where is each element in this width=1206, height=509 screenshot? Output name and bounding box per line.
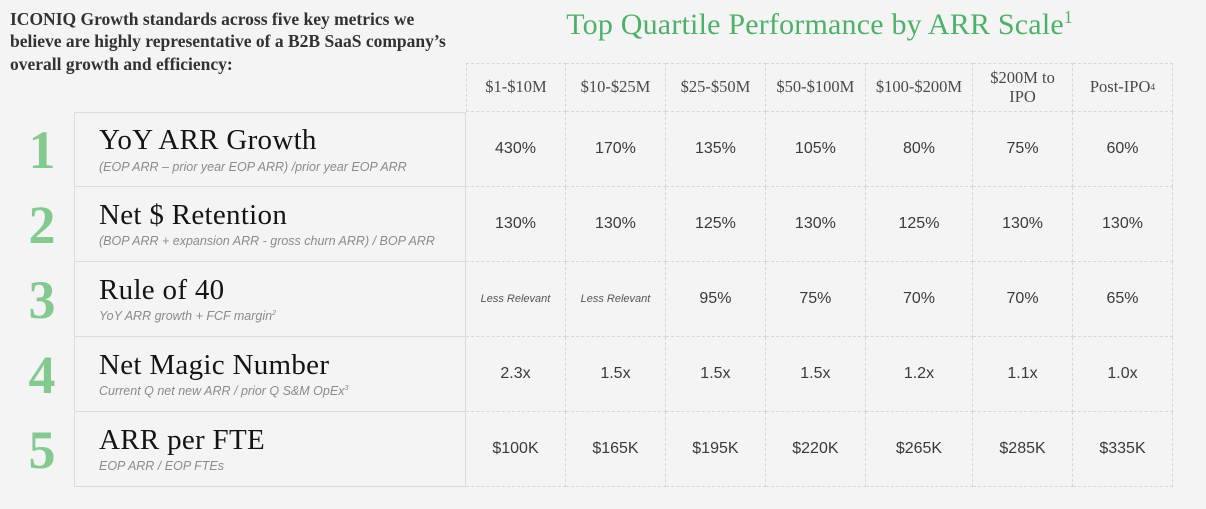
metric-title: YoY ARR Growth (99, 124, 317, 157)
metric-formula: Current Q net new ARR / prior Q S&M OpEx… (99, 384, 453, 398)
table-cell: Less Relevant (466, 262, 566, 337)
table-cell: $265K (865, 412, 974, 487)
column-header-label: $100-$200M (875, 77, 963, 97)
column-header-label: $200M to IPO (990, 67, 1055, 106)
page-title-text: Top Quartile Performance by ARR Scale (566, 8, 1064, 41)
table-corner-spacer (10, 63, 466, 112)
metric-title: ARR per FTE (99, 423, 266, 456)
metric-label-rule-of-40: Rule of 40 YoY ARR growth + FCF margin2 (74, 262, 466, 337)
table-cell: 1.5x (565, 337, 666, 412)
table-cell: 1.1x (973, 337, 1074, 412)
metric-number-4: 4 (28, 344, 56, 405)
table-cell: 1.5x (665, 337, 766, 412)
table-cell: $285K (973, 412, 1074, 487)
column-header-1-10m: $1-$10M (466, 63, 566, 112)
table-cell: 80% (865, 112, 974, 187)
table-cell: $220K (765, 412, 866, 487)
metric-formula: YoY ARR growth + FCF margin2 (99, 309, 453, 323)
table-cell: 2.3x (466, 337, 566, 412)
table-cell: 130% (973, 187, 1074, 262)
table-cell: 70% (973, 262, 1074, 337)
table-cell: 60% (1073, 112, 1173, 187)
metric-title: Rule of 40 (99, 273, 225, 306)
metric-formula-text: YoY ARR growth + FCF margin (99, 309, 273, 324)
table-cell: $165K (565, 412, 666, 487)
table-cell: $195K (665, 412, 766, 487)
table-cell: 125% (665, 187, 766, 262)
column-header-100-200m: $100-$200M (865, 63, 974, 112)
metric-label-net-magic-number: Net Magic Number Current Q net new ARR /… (74, 337, 466, 412)
table-cell: 95% (665, 262, 766, 337)
table-cell: 130% (466, 187, 566, 262)
metric-label-yoy-arr-growth: YoY ARR Growth (EOP ARR – prior year EOP… (74, 112, 466, 187)
metrics-table: $1-$10M $10-$25M $25-$50M $50-$100M $100… (10, 63, 1173, 487)
metric-number-1: 1 (28, 119, 56, 180)
table-cell: 1.2x (865, 337, 974, 412)
metric-number-2: 2 (28, 194, 56, 255)
column-header-25-50m: $25-$50M (665, 63, 766, 112)
column-header-label: $1-$10M (485, 77, 547, 97)
column-header-label: $50-$100M (776, 77, 855, 97)
table-cell: 1.0x (1073, 337, 1173, 412)
table-cell: 135% (665, 112, 766, 187)
metric-formula-text: (BOP ARR + expansion ARR - gross churn A… (99, 234, 435, 249)
column-header-label: Post-IPO (1089, 77, 1151, 97)
page-title: Top Quartile Performance by ARR Scale1 (466, 8, 1173, 42)
table-cell: $335K (1073, 412, 1173, 487)
table-cell: 130% (765, 187, 866, 262)
table-cell: 170% (565, 112, 666, 187)
metric-label-arr-per-fte: ARR per FTE EOP ARR / EOP FTEs (74, 412, 466, 487)
table-cell: 105% (765, 112, 866, 187)
table-cell: 130% (565, 187, 666, 262)
table-cell: Less Relevant (565, 262, 666, 337)
table-cell: 130% (1073, 187, 1173, 262)
table-cell: 65% (1073, 262, 1173, 337)
table-cell: 75% (973, 112, 1074, 187)
table-cell: 1.5x (765, 337, 866, 412)
metric-formula-text: (EOP ARR – prior year EOP ARR) /prior ye… (99, 159, 407, 174)
column-header-post-ipo: Post-IPO 4 (1073, 63, 1173, 112)
metric-number-3: 3 (28, 269, 56, 330)
column-header-label: $10-$25M (580, 77, 651, 97)
column-header-50-100m: $50-$100M (765, 63, 866, 112)
table-cell: $100K (466, 412, 566, 487)
metric-formula: EOP ARR / EOP FTEs (99, 459, 453, 473)
metric-title: Net $ Retention (99, 198, 288, 231)
intro-text: ICONIQ Growth standards across five key … (10, 9, 446, 74)
metric-title: Net Magic Number (99, 348, 330, 381)
table-cell: 125% (865, 187, 974, 262)
column-header-10-25m: $10-$25M (565, 63, 666, 112)
metric-formula-text: Current Q net new ARR / prior Q S&M OpEx (99, 384, 345, 399)
column-header-200m-to-ipo: $200M to IPO (973, 63, 1074, 112)
table-cell: 75% (765, 262, 866, 337)
metric-label-net-dollar-retention: Net $ Retention (BOP ARR + expansion ARR… (74, 187, 466, 262)
page-title-superscript: 1 (1063, 7, 1073, 27)
table-cell: 70% (865, 262, 974, 337)
metric-formula: (EOP ARR – prior year EOP ARR) /prior ye… (99, 160, 453, 174)
metric-number-5: 5 (28, 419, 56, 480)
column-header-label: $25-$50M (680, 77, 751, 97)
metric-formula-superscript: 2 (272, 308, 277, 318)
metric-formula-superscript: 3 (344, 383, 349, 393)
table-cell: 430% (466, 112, 566, 187)
metric-formula-text: EOP ARR / EOP FTEs (99, 459, 225, 474)
metric-formula: (BOP ARR + expansion ARR - gross churn A… (99, 234, 453, 248)
